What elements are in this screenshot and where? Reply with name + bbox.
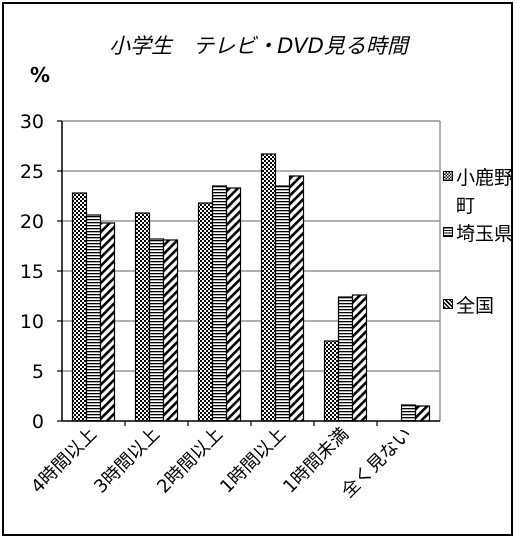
bar-埼玉県-2時間以上	[211, 185, 228, 422]
y-axis-unit-label: %	[30, 63, 51, 87]
bar-全国-1時間以上	[288, 175, 305, 422]
gridlines	[62, 120, 441, 421]
legend-label: 全国	[456, 295, 495, 317]
legend-label: 埼玉県	[456, 223, 514, 245]
legend-label: 小鹿野町	[456, 167, 514, 217]
bar-小鹿野町-1時間以上	[260, 153, 277, 422]
bar-全国-2時間以上	[225, 187, 242, 422]
x-tick-label: 1時間以上	[216, 424, 290, 498]
x-tick-label: 3時間以上	[90, 424, 164, 498]
y-tick-label: 0	[32, 411, 44, 433]
legend-swatch	[443, 227, 453, 237]
bar-小鹿野町-3時間以上	[134, 212, 151, 422]
bars	[71, 153, 431, 422]
legend-swatch	[443, 171, 453, 181]
axes	[57, 120, 440, 426]
bar-小鹿野町-2時間以上	[197, 202, 214, 422]
y-tick-label: 30	[20, 111, 44, 133]
y-tick-label: 10	[20, 311, 44, 333]
bar-埼玉県-全く見ない	[400, 404, 417, 422]
x-tick-label: 4時間以上	[27, 424, 101, 498]
bar-全国-4時間以上	[99, 222, 116, 422]
y-tick-label: 5	[32, 361, 44, 383]
y-tick-label: 25	[20, 161, 44, 183]
y-tick-label: 15	[20, 261, 44, 283]
bar-埼玉県-4時間以上	[85, 214, 102, 422]
bar-全国-1時間未満	[351, 294, 368, 422]
x-tick-label: 2時間以上	[153, 424, 227, 498]
bar-小鹿野町-1時間未満	[323, 340, 340, 422]
bar-全国-全く見ない	[414, 405, 431, 422]
bar-全国-3時間以上	[162, 239, 179, 422]
bar-小鹿野町-4時間以上	[71, 192, 88, 422]
y-tick-label: 20	[20, 211, 44, 233]
legend-swatch	[443, 299, 453, 309]
bar-埼玉県-1時間以上	[274, 185, 291, 422]
bar-埼玉県-3時間以上	[148, 238, 165, 422]
chart-title: 小学生 テレビ・DVD見る時間	[109, 34, 408, 58]
bar-埼玉県-1時間未満	[337, 296, 354, 422]
